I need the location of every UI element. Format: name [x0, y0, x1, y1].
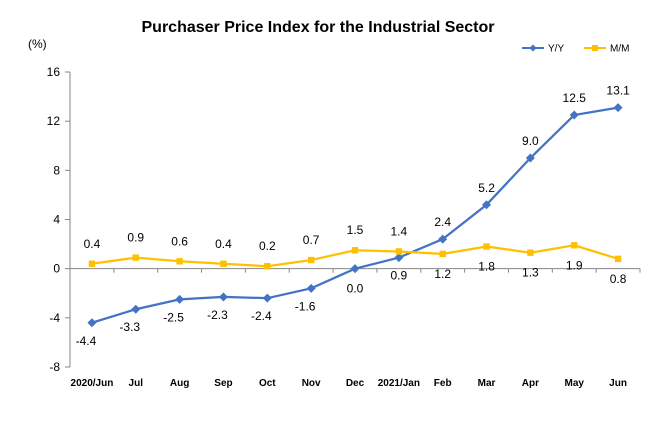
yy-data-label: 12.5	[563, 91, 587, 105]
mm-point	[132, 254, 139, 261]
legend-label: M/M	[610, 44, 629, 55]
y-tick-label: -8	[49, 360, 60, 374]
chart-title: Purchaser Price Index for the Industrial…	[142, 19, 495, 36]
yy-point	[306, 283, 316, 293]
y-tick-label: 12	[47, 114, 61, 128]
yy-point	[131, 304, 141, 314]
mm-point	[88, 260, 96, 267]
data-labels: -4.4 -3.3 -2.5 -2.3 -2.4 -1.6 0.0 0.9 2.4 5.2 9.0 1…	[76, 84, 630, 348]
x-tick-label: Dec	[346, 378, 365, 389]
x-tick-label: Mar	[478, 378, 496, 389]
mm-point	[307, 256, 315, 264]
mm-point	[571, 242, 578, 249]
yy-point	[218, 292, 228, 302]
mm-data-label: 0.6	[171, 234, 188, 248]
legend-marker	[592, 45, 598, 51]
yy-data-label: -3.3	[119, 320, 140, 334]
y-axis-unit-label: (%)	[28, 37, 47, 51]
legend-marker	[529, 44, 537, 52]
x-tick-label: Jun	[609, 378, 627, 389]
mm-data-label: 1.4	[391, 224, 408, 238]
mm-point	[264, 263, 271, 270]
yy-data-label: 2.4	[434, 215, 451, 229]
x-tick-label: Nov	[302, 378, 321, 389]
yy-data-label: 0.9	[391, 269, 408, 283]
mm-data-label: 1.9	[566, 258, 583, 272]
y-tick-labels: 16 12 8 4 0 -4 -8	[47, 65, 61, 374]
yy-data-label: -4.4	[76, 334, 97, 348]
yy-data-label: 5.2	[478, 181, 495, 195]
y-tick-label: 8	[53, 163, 60, 177]
mm-data-label: 1.8	[478, 260, 495, 274]
mm-data-label: 1.3	[522, 266, 539, 280]
yy-data-label: 13.1	[606, 84, 630, 98]
x-tick-label: Sep	[214, 378, 232, 389]
x-tick-label: 2021/Jan	[378, 378, 420, 389]
y-tick-label: 4	[53, 213, 60, 227]
mm-data-label: 0.8	[610, 272, 627, 286]
mm-point	[220, 260, 227, 267]
y-tick-label: -4	[49, 311, 60, 325]
yy-data-label: 9.0	[522, 134, 539, 148]
yy-data-label: -2.5	[163, 310, 184, 324]
yy-point	[482, 200, 492, 210]
x-tick-label: Apr	[522, 378, 539, 389]
yy-point	[175, 294, 185, 304]
yy-data-label: -2.3	[207, 308, 228, 322]
x-tick-label: Feb	[434, 378, 452, 389]
mm-data-label: 0.9	[127, 231, 144, 245]
y-tick-label: 0	[53, 262, 60, 276]
yy-data-label: 0.0	[347, 282, 364, 296]
mm-point	[395, 248, 403, 255]
x-tick-label: Aug	[170, 378, 189, 389]
yy-point	[87, 318, 97, 328]
yy-point	[569, 110, 579, 120]
mm-point	[176, 258, 183, 265]
mm-point	[439, 250, 446, 258]
mm-point	[351, 247, 359, 254]
yy-point	[262, 293, 272, 303]
legend: Y/Y M/M	[522, 44, 629, 55]
legend-label: Y/Y	[548, 44, 564, 55]
yy-data-label: -1.6	[295, 299, 316, 313]
series-markers	[87, 103, 623, 328]
x-tick-label: May	[565, 378, 585, 389]
mm-data-label: 0.4	[215, 237, 232, 251]
yy-data-label: -2.4	[251, 309, 272, 323]
x-tick-label: Jul	[129, 378, 144, 389]
yy-point	[394, 253, 404, 263]
yy-point	[613, 103, 623, 113]
x-tick-labels: 2020/Jun Jul Aug Sep Oct Nov Dec 2021/Jan Feb Mar…	[71, 378, 627, 389]
yy-point	[350, 264, 360, 274]
yy-point	[525, 153, 535, 163]
mm-point	[527, 249, 534, 256]
axes	[65, 71, 641, 368]
y-tick-label: 16	[47, 65, 61, 79]
yy-point	[438, 234, 448, 244]
x-tick-label: Oct	[259, 378, 276, 389]
mm-data-label: 0.2	[259, 239, 276, 253]
mm-point	[483, 243, 490, 250]
mm-data-label: 0.7	[303, 233, 320, 247]
mm-data-label: 1.2	[434, 267, 451, 281]
mm-point	[614, 255, 622, 263]
mm-data-label: 1.5	[347, 223, 364, 237]
mm-data-label: 0.4	[84, 237, 101, 251]
x-tick-label: 2020/Jun	[71, 378, 114, 389]
